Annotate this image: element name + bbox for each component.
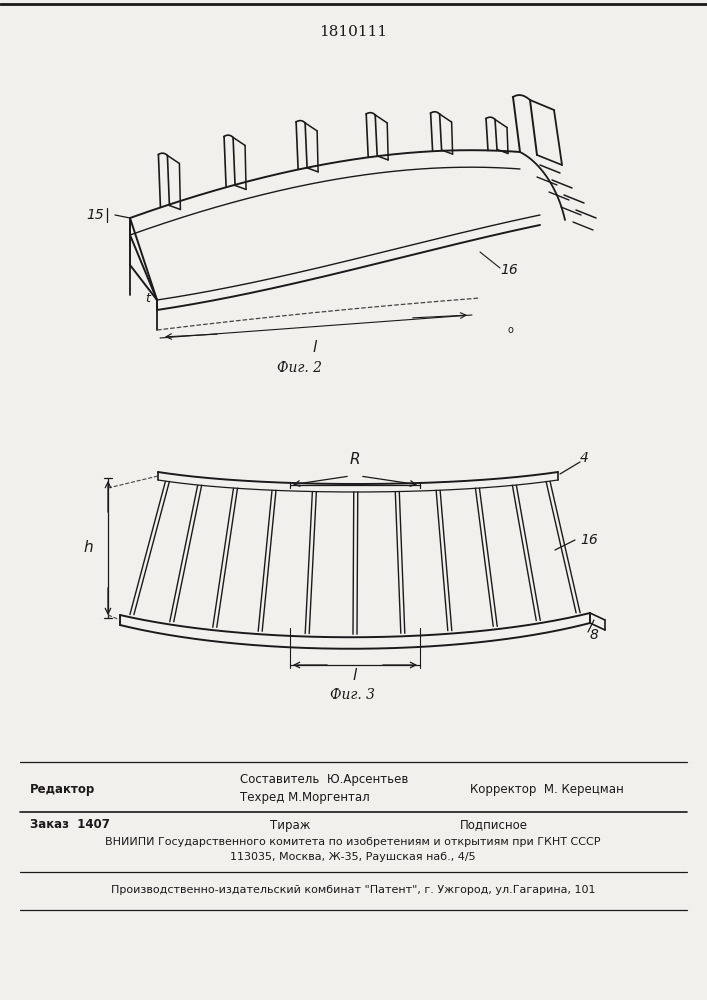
Text: 16: 16 (500, 263, 518, 277)
Text: Заказ  1407: Заказ 1407 (30, 818, 110, 832)
Text: Фиг. 2: Фиг. 2 (278, 361, 322, 375)
Text: ВНИИПИ Государственного комитета по изобретениям и открытиям при ГКНТ СССР: ВНИИПИ Государственного комитета по изоб… (105, 837, 601, 847)
Text: 8: 8 (590, 628, 599, 642)
Text: R: R (350, 452, 361, 468)
Text: Тираж: Тираж (270, 818, 310, 832)
Text: Производственно-издательский комбинат "Патент", г. Ужгород, ул.Гагарина, 101: Производственно-издательский комбинат "П… (111, 885, 595, 895)
Text: 113035, Москва, Ж-35, Раушская наб., 4/5: 113035, Москва, Ж-35, Раушская наб., 4/5 (230, 852, 476, 862)
Text: Редактор: Редактор (30, 784, 95, 796)
Text: 15: 15 (86, 208, 104, 222)
Text: l: l (313, 340, 317, 356)
Text: 16: 16 (580, 533, 597, 547)
Text: Подписное: Подписное (460, 818, 528, 832)
Text: h: h (83, 540, 93, 556)
Text: o: o (507, 325, 513, 335)
Text: 4: 4 (580, 451, 589, 465)
Text: Фиг. 3: Фиг. 3 (330, 688, 375, 702)
Text: Корректор  М. Керецман: Корректор М. Керецман (470, 784, 624, 796)
Text: Техред М.Моргентал: Техред М.Моргентал (240, 792, 370, 804)
Text: t: t (146, 292, 151, 304)
Text: l: l (353, 668, 357, 682)
Text: 1810111: 1810111 (319, 25, 387, 39)
Text: Составитель  Ю.Арсентьев: Составитель Ю.Арсентьев (240, 774, 409, 786)
